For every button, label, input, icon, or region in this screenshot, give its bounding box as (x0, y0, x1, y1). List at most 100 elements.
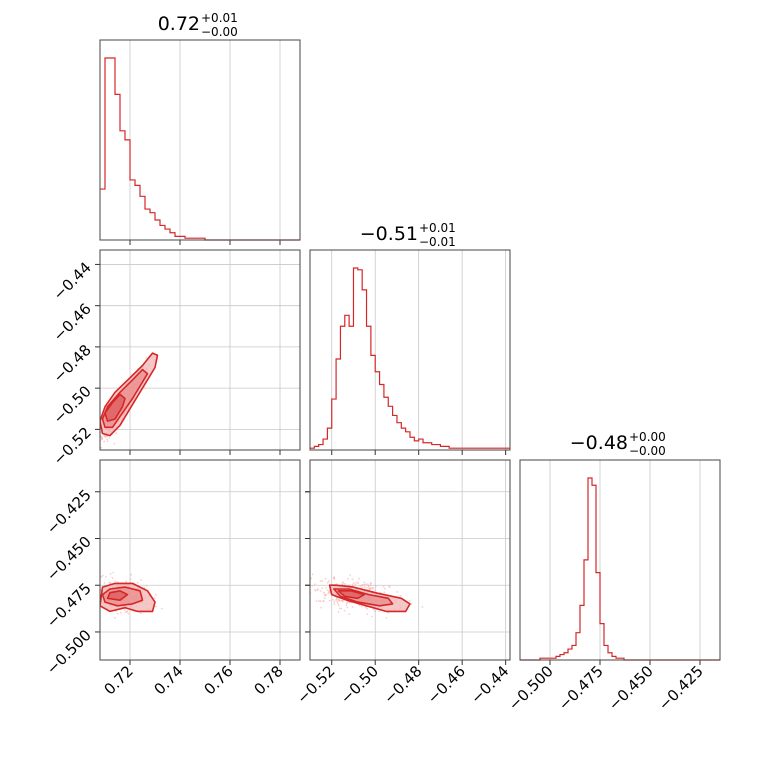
x-tick-label: −0.450 (605, 662, 657, 714)
sample-point (373, 610, 376, 613)
sample-point (318, 600, 320, 602)
sample-point (302, 595, 304, 597)
histogram-param-1 (99, 39, 301, 245)
sample-point (97, 599, 99, 601)
sample-point (351, 578, 354, 581)
sample-point (359, 585, 362, 588)
sample-point (343, 609, 346, 612)
sample-point (345, 602, 348, 605)
contour-level-3 (337, 589, 366, 600)
sample-point (325, 587, 327, 589)
sample-point (378, 610, 381, 613)
sample-point (337, 611, 340, 613)
sample-point (111, 577, 114, 579)
sample-point (101, 436, 103, 439)
sample-point (129, 578, 132, 581)
sample-point (139, 612, 142, 615)
sample-point (363, 581, 366, 584)
sample-point (369, 584, 372, 587)
y-tick-label: −0.48 (50, 341, 95, 386)
sample-point (103, 582, 106, 584)
sample-point (311, 573, 314, 576)
y-tick-label: −0.50 (50, 382, 95, 427)
scatter-param-1-vs-param-2 (85, 249, 301, 461)
y-tick-label: −0.44 (50, 259, 95, 304)
sample-point (348, 601, 351, 604)
title-param-3-lower: −0.00 (629, 444, 666, 458)
sample-point (92, 445, 94, 447)
sample-point (346, 606, 349, 609)
sample-point (97, 434, 99, 436)
sample-point (333, 577, 335, 580)
sample-point (367, 587, 370, 589)
sample-point (91, 447, 93, 449)
sample-point (348, 584, 351, 587)
y-tick-label: −0.500 (43, 626, 95, 678)
sample-point (371, 615, 373, 618)
title-param-1-main: 0.72 (158, 13, 200, 35)
sample-point (106, 438, 108, 441)
sample-point (155, 605, 157, 608)
sample-point (360, 605, 363, 608)
sample-point (93, 429, 95, 431)
sample-point (328, 599, 331, 602)
sample-point (85, 449, 87, 451)
sample-point (115, 432, 118, 434)
sample-point (97, 592, 99, 594)
sample-point (410, 603, 413, 605)
sample-point (342, 581, 345, 584)
sample-point (344, 583, 346, 585)
sample-point (338, 599, 341, 602)
sample-point (352, 582, 355, 584)
sample-point (323, 597, 326, 600)
sample-point (333, 576, 336, 579)
x-tick-label: 0.78 (250, 662, 286, 698)
x-tick-label: 0.76 (200, 662, 236, 698)
sample-point (143, 586, 146, 589)
sample-point (94, 601, 96, 603)
title-param-3: −0.48 +0.00 −0.00 (570, 430, 666, 458)
title-param-1-upper: +0.01 (201, 11, 238, 25)
sample-point (408, 600, 411, 602)
sample-point (320, 606, 322, 609)
sample-point (100, 576, 103, 578)
x-tick-label: −0.500 (505, 662, 557, 714)
sample-point (108, 437, 111, 439)
histogram-param-3 (519, 459, 721, 665)
sample-point (95, 592, 97, 594)
sample-point (346, 577, 349, 580)
sample-point (97, 438, 99, 440)
sample-point (365, 586, 368, 589)
contour-level-3 (106, 589, 129, 602)
sample-point (293, 577, 295, 579)
sample-point (130, 573, 133, 576)
sample-point (93, 454, 95, 456)
panel-frame (99, 459, 301, 661)
sample-point (369, 582, 372, 585)
sample-point (333, 603, 336, 606)
panel-frame (309, 249, 511, 451)
sample-point (104, 435, 106, 438)
sample-point (127, 612, 130, 615)
sample-point (336, 600, 339, 603)
sample-point (109, 572, 112, 575)
sample-point (97, 440, 99, 442)
x-tick-label: −0.46 (424, 662, 469, 707)
title-param-2-upper: +0.01 (419, 221, 456, 235)
sample-point (363, 586, 366, 588)
sample-point (385, 617, 388, 619)
sample-point (95, 459, 97, 461)
sample-point (324, 577, 327, 580)
sample-point (322, 591, 325, 594)
sample-point (372, 586, 374, 589)
sample-point (332, 599, 334, 601)
sample-point (90, 598, 92, 600)
sample-point (388, 586, 391, 588)
sample-point (313, 583, 316, 586)
scatter-points (293, 573, 424, 619)
sample-point (310, 577, 312, 580)
scatter-points (85, 352, 159, 461)
panel-frame (309, 459, 511, 661)
sample-point (319, 600, 322, 603)
